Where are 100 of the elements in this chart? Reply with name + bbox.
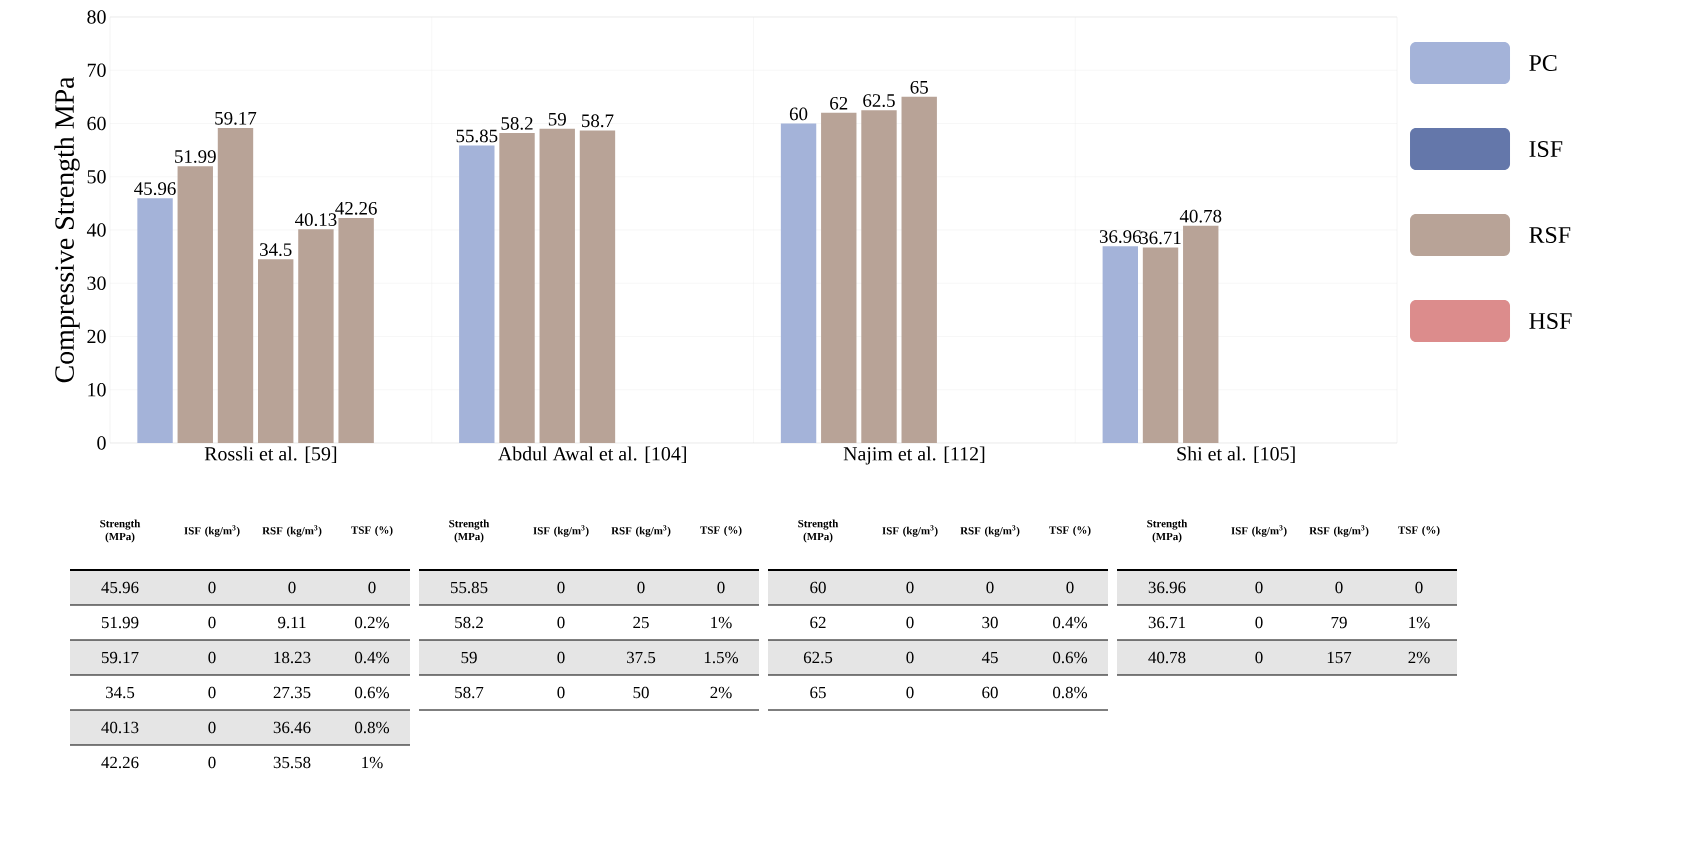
text: 37.5 [627,651,656,664]
data-label: 58.2 [455,616,483,629]
text: 0 [1255,651,1263,664]
legend-label: RSF [1529,226,1571,244]
data-label: 36.71 [1148,616,1186,629]
text: 0 [906,581,914,594]
data-label: 51.99 [101,616,139,629]
text: 0 [1335,581,1343,594]
data-label: 65 [810,686,826,699]
annotation: 36.96 [1099,230,1142,243]
annotation: 40.78 [1179,209,1222,223]
bar [338,217,374,443]
text: Strength (MPa) [1147,519,1188,543]
bar [1183,225,1219,443]
text: TSF (%) [1049,526,1091,536]
text: TSF (%) [700,526,742,536]
text: 0 [208,616,216,629]
bar [137,198,173,443]
text: 0.6% [1053,651,1088,664]
text: 18.23 [274,651,311,664]
y-tick-label: 80 [87,10,106,24]
y-tick-label: 40 [86,223,106,237]
x-tick-label: Najim et al. [112] [843,446,985,465]
bar [499,133,535,443]
text: 0 [557,686,565,699]
bar [821,112,857,443]
text: RSF (kg/m$^{3}$) [960,525,1020,537]
y-tick-label: 10 [88,383,106,397]
text: 27.35 [273,686,311,699]
text: RSF (kg/m$^{3}$) [611,525,671,537]
bar [539,128,575,443]
annotation: 59 [548,112,566,126]
data-label: 42.26 [335,201,377,215]
data-label: 40.78 [1148,651,1186,664]
text: 45 [981,651,998,664]
annotation: 36.71 [1140,231,1181,245]
text: 1% [362,756,383,769]
text: 0 [1255,581,1263,594]
text: 0.8% [355,721,390,734]
y-tick-label: 50 [87,170,106,184]
bar [298,229,334,443]
text: 0.6% [355,686,390,699]
text: 0 [1255,616,1263,629]
text: 0 [368,581,376,594]
text: 25 [633,616,649,629]
text: 1% [711,616,732,629]
text: 0 [906,616,914,629]
bar [579,130,616,443]
data-label: 60 [810,581,826,594]
text: 60 [982,686,998,699]
legend-label: ISF [1529,140,1563,158]
data-label: 62.5 [803,651,833,664]
data-label: 40.13 [295,213,337,227]
text: 0 [906,686,914,699]
x-tick-label: Shi et al. [105] [1177,446,1295,464]
y-tick-label: 70 [87,63,106,77]
legend-label: HSF [1529,312,1572,330]
text: 2% [710,686,732,699]
y-tick-label: 30 [87,276,106,290]
text: 2% [1408,651,1430,664]
text: 9.11 [278,616,306,629]
text: 0 [717,581,725,594]
text: 0 [208,686,216,699]
text: 0 [557,651,565,664]
annotation: 51.99 [175,150,216,163]
text: 30 [982,616,998,629]
text: 0 [1066,581,1074,594]
data-label: 34.5 [105,686,135,699]
text: 0 [288,581,296,594]
text: ISF (kg/m$^{3}$) [882,525,938,537]
text: 36.46 [273,721,311,734]
x-tick-label: Rossli et al. [59] [204,446,337,464]
text: 0 [208,651,216,664]
y-tick-label: 0 [97,436,106,450]
text: ISF (kg/m$^{3}$) [184,525,240,537]
annotation: 55.85 [456,129,498,143]
bar [780,123,817,443]
text: RSF (kg/m$^{3}$) [1309,525,1369,537]
text: 42.26 [101,756,139,769]
bar [1142,247,1179,443]
text: 0.2% [355,616,390,629]
text: 50 [633,686,649,699]
text: 0 [906,651,914,664]
annotation: 65 [910,80,928,94]
data-label: 59.17 [101,651,139,664]
text: 0 [208,721,216,734]
text: 0 [557,616,565,629]
legend-label: PC [1529,54,1557,72]
data-label: 55.85 [450,581,488,594]
text: 157 [1327,651,1352,664]
bar [459,145,495,443]
x-tick-label: Abdul Awal et al. [104] [498,446,686,464]
text: 1.5% [704,651,739,664]
text: 1% [1409,616,1430,629]
data-label: 45.96 [101,581,139,594]
text: TSF (%) [351,526,393,536]
bar [1102,246,1139,443]
text: 0 [208,756,216,769]
text: 40.13 [101,721,139,734]
text: 0.4% [355,651,390,664]
